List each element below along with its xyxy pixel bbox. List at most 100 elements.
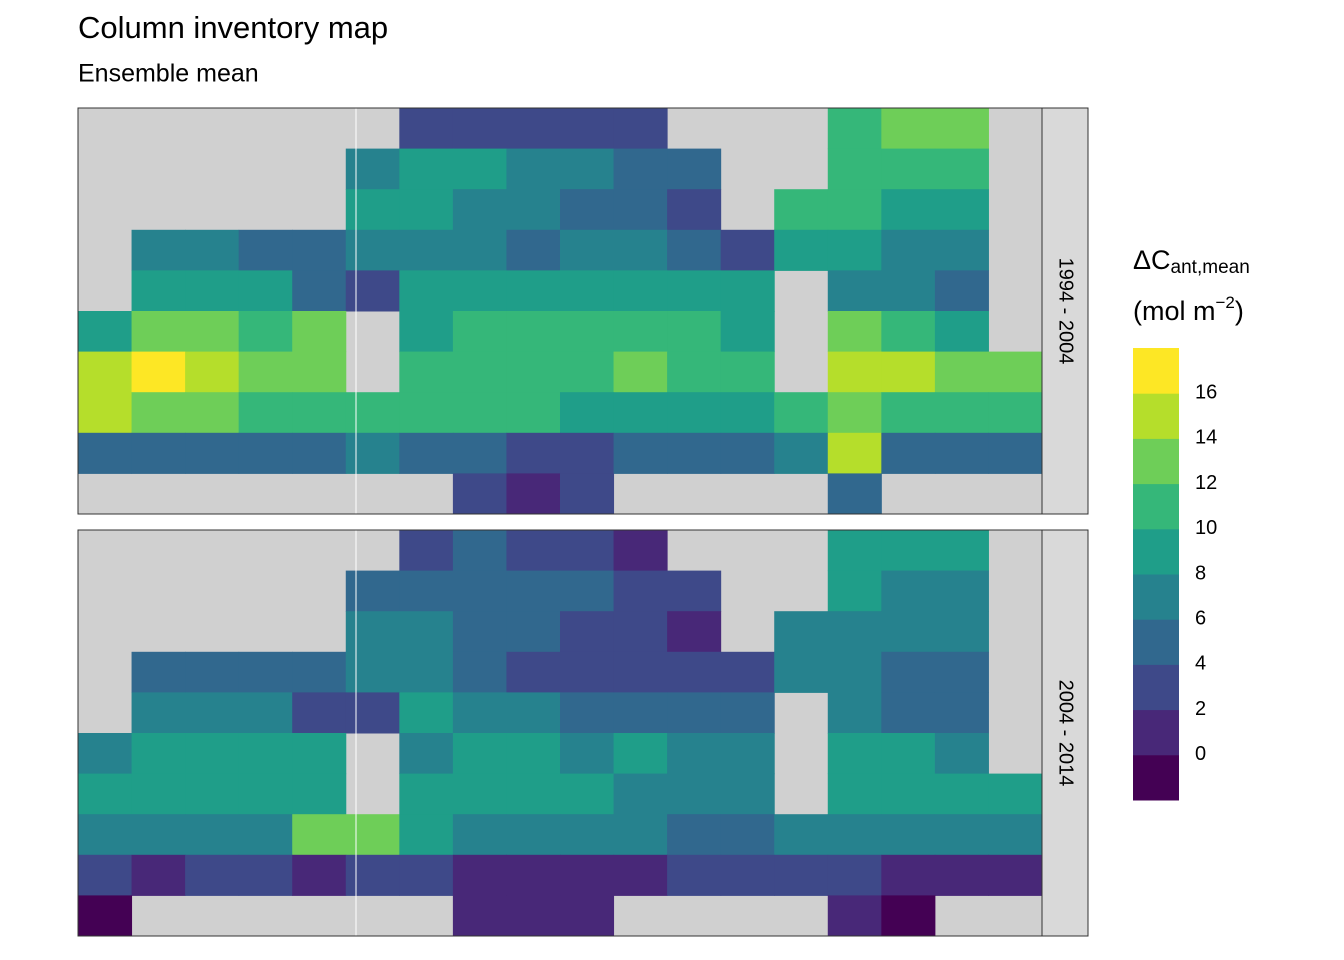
chart-subtitle: Ensemble mean (78, 60, 259, 88)
ocean-cell (345, 570, 400, 612)
ocean-cell (774, 814, 829, 856)
ocean-cell (452, 895, 507, 937)
ocean-cell (613, 733, 668, 775)
ocean-cell (613, 351, 668, 393)
ocean-cell (452, 473, 507, 515)
ocean-cell (292, 432, 347, 474)
ocean-cell (131, 854, 186, 896)
ocean-cell (613, 108, 668, 150)
ocean-cell (238, 351, 293, 393)
ocean-cell (78, 351, 133, 393)
ocean-cell (131, 311, 186, 353)
colorbar-bin (1133, 619, 1179, 665)
colorbar-tick-label: 2 (1195, 698, 1206, 720)
ocean-cell (452, 773, 507, 815)
ocean-cell (613, 432, 668, 474)
ocean-cell (560, 148, 615, 190)
ocean-cell (720, 311, 775, 353)
ocean-cell (399, 692, 454, 734)
ocean-cell (560, 392, 615, 434)
ocean-cell (881, 895, 936, 937)
ocean-cell (988, 814, 1043, 856)
ocean-cell (827, 229, 882, 271)
ocean-cell (667, 270, 722, 312)
ocean-cell (131, 229, 186, 271)
ocean-cell (452, 692, 507, 734)
colorbar-tick-label: 12 (1195, 472, 1217, 494)
ocean-cell (988, 432, 1043, 474)
ocean-cell (881, 270, 936, 312)
ocean-cell (399, 270, 454, 312)
ocean-cell (399, 148, 454, 190)
map-panel: 2004 - 2014 (77, 529, 1089, 937)
ocean-cell (452, 270, 507, 312)
ocean-cell (881, 692, 936, 734)
colorbar-bin (1133, 438, 1179, 485)
ocean-cell (720, 814, 775, 856)
ocean-cell (506, 392, 561, 434)
ocean-cell (506, 611, 561, 653)
ocean-cell (506, 814, 561, 856)
ocean-cell (827, 692, 882, 734)
ocean-cell (827, 148, 882, 190)
ocean-cell (238, 773, 293, 815)
ocean-cell (934, 108, 989, 150)
ocean-cell (934, 189, 989, 231)
ocean-cell (881, 814, 936, 856)
ocean-cell (667, 351, 722, 393)
ocean-cell (399, 611, 454, 653)
ocean-cell (506, 773, 561, 815)
ocean-cell (292, 733, 347, 775)
ocean-cell (827, 189, 882, 231)
ocean-cell (881, 351, 936, 393)
strip (1041, 529, 1089, 937)
ocean-cell (934, 148, 989, 190)
ocean-cell (131, 733, 186, 775)
ocean-cell (560, 692, 615, 734)
ocean-cell (934, 733, 989, 775)
ocean-cell (560, 270, 615, 312)
ocean-cell (613, 611, 668, 653)
ocean-cell (399, 392, 454, 434)
ocean-cell (827, 651, 882, 693)
ocean-cell (988, 773, 1043, 815)
ocean-cell (720, 651, 775, 693)
ocean-cell (452, 570, 507, 612)
ocean-cell (399, 229, 454, 271)
ocean-cell (934, 854, 989, 896)
ocean-cell (238, 733, 293, 775)
ocean-cell (78, 311, 133, 353)
colorbar-bin (1133, 393, 1179, 439)
ocean-cell (452, 530, 507, 572)
ocean-cell (292, 229, 347, 271)
ocean-cell (560, 530, 615, 572)
ocean-cell (613, 530, 668, 572)
ocean-cell (613, 854, 668, 896)
ocean-cell (667, 432, 722, 474)
ocean-cell (667, 651, 722, 693)
ocean-cell (185, 351, 240, 393)
ocean-cell (881, 733, 936, 775)
ocean-cell (345, 229, 400, 271)
ocean-cell (131, 773, 186, 815)
ocean-cell (613, 311, 668, 353)
ocean-cell (506, 692, 561, 734)
ocean-cell (720, 270, 775, 312)
ocean-cell (131, 814, 186, 856)
ocean-cell (774, 392, 829, 434)
ocean-cell (560, 570, 615, 612)
ocean-cell (560, 814, 615, 856)
ocean-cell (988, 854, 1043, 896)
ocean-cell (399, 570, 454, 612)
colorbar-bin (1133, 709, 1179, 756)
ocean-cell (613, 570, 668, 612)
ocean-cell (238, 432, 293, 474)
ocean-cell (827, 351, 882, 393)
colorbar-tick-label: 8 (1195, 562, 1206, 584)
ocean-cell (238, 311, 293, 353)
ocean-cell (292, 351, 347, 393)
ocean-cell (560, 311, 615, 353)
ocean-cell (613, 814, 668, 856)
ocean-cell (238, 814, 293, 856)
ocean-cell (934, 773, 989, 815)
